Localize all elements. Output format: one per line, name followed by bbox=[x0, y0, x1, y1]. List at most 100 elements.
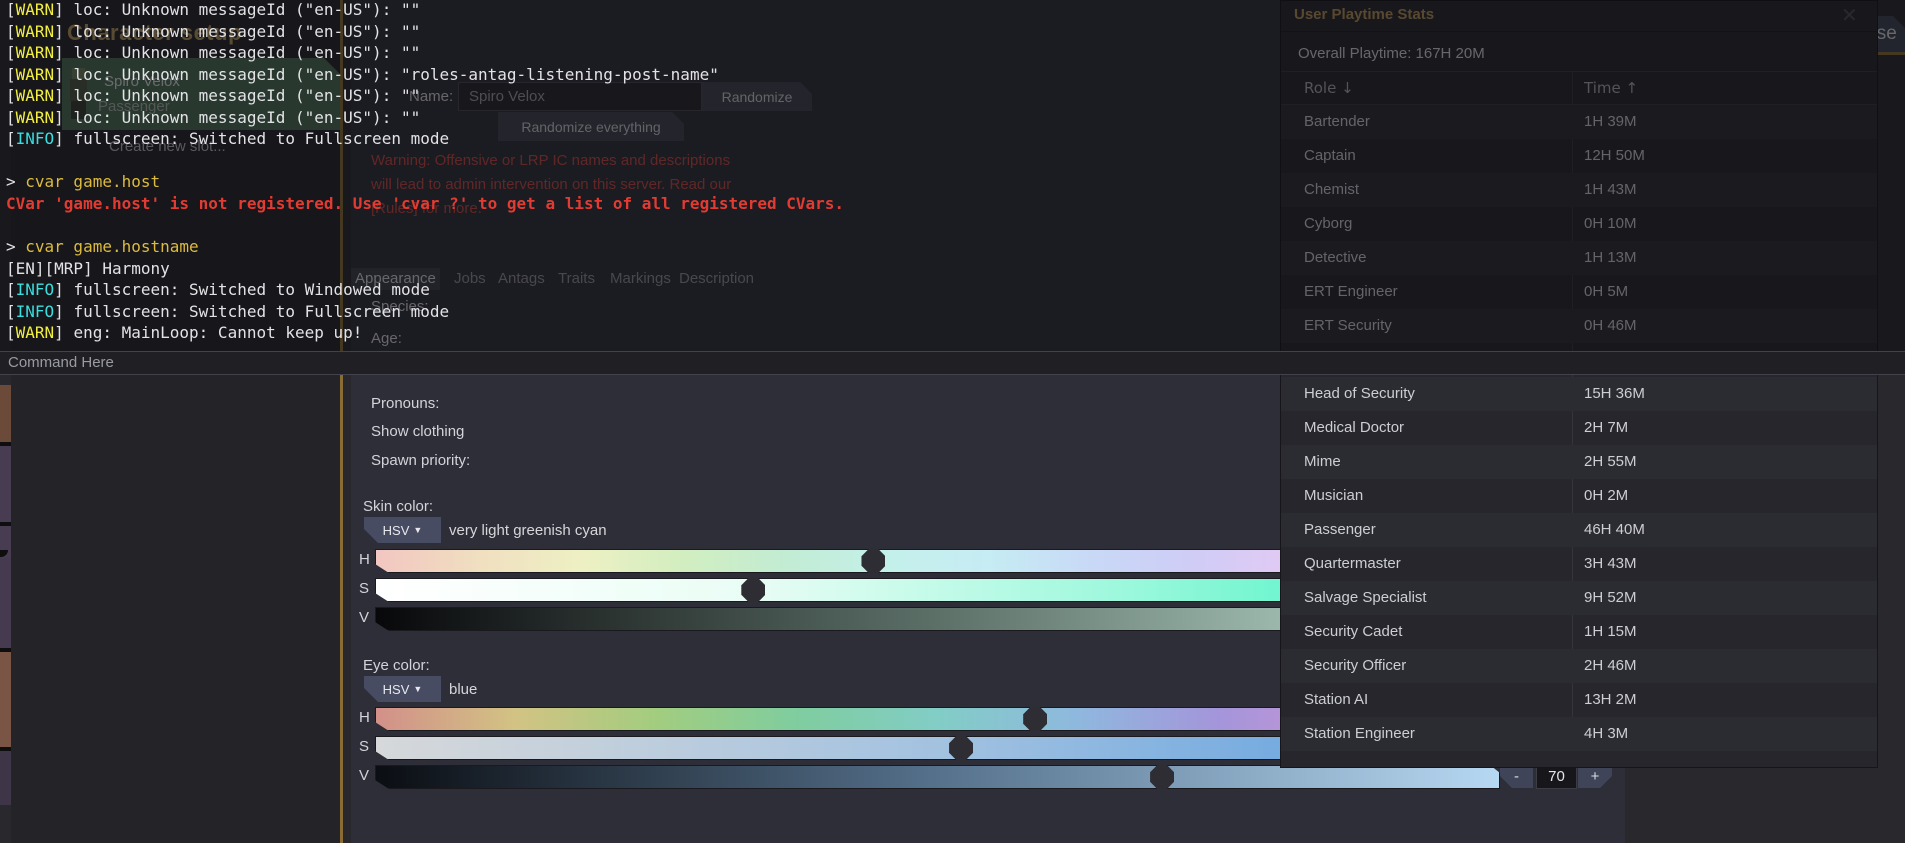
row-time: 15H 36M bbox=[1584, 385, 1645, 402]
eye_color-v-label: V bbox=[359, 767, 370, 784]
table-row: Mime 2H 55M bbox=[1281, 445, 1877, 479]
row-role: Security Cadet bbox=[1304, 623, 1403, 640]
skin_color-h-slider-handle[interactable] bbox=[861, 549, 885, 573]
c-bracket: ] bbox=[54, 86, 74, 105]
text: loc: Unknown messageId ("en-US"): "" bbox=[73, 21, 421, 41]
row-role: Salvage Specialist bbox=[1304, 589, 1427, 606]
row-time: 2H 46M bbox=[1584, 657, 1637, 674]
text: fullscreen: Switched to Fullscreen mode bbox=[73, 129, 450, 148]
console-log-line: [WARN] loc: Unknown messageId ("en-US"):… bbox=[6, 86, 420, 105]
text: loc: Unknown messageId ("en-US"): "" bbox=[73, 43, 421, 62]
c-bracket: [ bbox=[6, 129, 16, 148]
console-log-line: [INFO] fullscreen: Switched to Fullscree… bbox=[6, 129, 449, 148]
c-bracket: [ bbox=[6, 301, 16, 321]
c-info: INFO bbox=[15, 129, 55, 148]
row-time: 4H 3M bbox=[1584, 725, 1629, 742]
text: [EN][MRP] Harmony bbox=[6, 258, 170, 278]
eye-color-mode-dropdown[interactable]: HSV ▼ bbox=[364, 676, 441, 702]
c-warn: WARN bbox=[15, 64, 55, 84]
row-time: 0H 2M bbox=[1584, 487, 1629, 504]
skin_color-v-label: V bbox=[359, 609, 370, 626]
table-row: Medical Doctor 2H 7M bbox=[1281, 411, 1877, 445]
c-bracket: ] bbox=[54, 43, 74, 62]
table-row: Security Cadet 1H 15M bbox=[1281, 615, 1877, 649]
row-time: 13H 2M bbox=[1584, 691, 1637, 708]
eye_color-h-slider-handle[interactable] bbox=[1023, 707, 1047, 731]
row-time: 1H 15M bbox=[1584, 623, 1637, 640]
console-log-line: CVar 'game.host' is not registered. Use … bbox=[6, 194, 844, 213]
c-bracket: [ bbox=[6, 0, 16, 19]
eye_color-v-slider-handle[interactable] bbox=[1150, 765, 1174, 789]
row-time: 2H 55M bbox=[1584, 453, 1637, 470]
table-row: Station Engineer 4H 3M bbox=[1281, 717, 1877, 751]
c-bracket: > bbox=[6, 237, 26, 256]
eye-hsv-label: HSV bbox=[382, 681, 410, 697]
skin-color-label: Skin color: bbox=[363, 498, 434, 515]
table-row: Salvage Specialist 9H 52M bbox=[1281, 581, 1877, 615]
field-label-show-clothing: Show clothing bbox=[371, 423, 465, 440]
c-cmd: cvar game.hostname bbox=[25, 237, 199, 256]
row-role: Medical Doctor bbox=[1304, 419, 1405, 436]
console-log-line: [INFO] fullscreen: Switched to Fullscree… bbox=[6, 302, 449, 321]
console-log-line: [WARN] eng: MainLoop: Cannot keep up! bbox=[6, 323, 362, 342]
c-bracket: ] bbox=[54, 107, 74, 127]
text: loc: Unknown messageId ("en-US"): "" bbox=[73, 86, 421, 105]
table-row: Quartermaster 3H 43M bbox=[1281, 547, 1877, 581]
eye-color-name: blue bbox=[449, 681, 478, 698]
c-info: INFO bbox=[15, 280, 55, 299]
text: fullscreen: Switched to Fullscreen mode bbox=[73, 301, 450, 321]
console-log-line: [WARN] loc: Unknown messageId ("en-US"):… bbox=[6, 0, 420, 19]
text: loc: Unknown messageId ("en-US"): "" bbox=[73, 107, 421, 127]
row-role: Security Officer bbox=[1304, 657, 1407, 674]
c-warn: WARN bbox=[15, 43, 55, 62]
row-time: 2H 7M bbox=[1584, 419, 1629, 436]
c-err: CVar 'game.host' is not registered. Use … bbox=[6, 193, 845, 213]
character-preview-sprite bbox=[0, 385, 11, 805]
chevron-down-icon: ▼ bbox=[413, 684, 423, 694]
text: fullscreen: Switched to Windowed mode bbox=[73, 280, 430, 299]
console-log-line: [EN][MRP] Harmony bbox=[6, 259, 170, 278]
c-bracket: [ bbox=[6, 280, 16, 299]
row-time: 3H 43M bbox=[1584, 555, 1637, 572]
c-warn: WARN bbox=[15, 21, 55, 41]
eye_color-s-slider-handle[interactable] bbox=[949, 736, 973, 760]
skin_color-s-slider-handle[interactable] bbox=[741, 578, 765, 602]
eye_color-v-slider[interactable] bbox=[375, 765, 1500, 789]
c-bracket: ] bbox=[54, 21, 74, 41]
row-role: Mime bbox=[1304, 453, 1341, 470]
row-role: Passenger bbox=[1304, 521, 1376, 538]
value-increase-button[interactable]: + bbox=[1578, 765, 1612, 788]
field-label-pronouns: Pronouns: bbox=[371, 395, 440, 412]
panel-divider-line bbox=[340, 0, 343, 843]
row-time: 9H 52M bbox=[1584, 589, 1637, 606]
command-input-placeholder: Command Here bbox=[8, 354, 114, 371]
c-bracket: [ bbox=[6, 323, 16, 342]
c-warn: WARN bbox=[15, 86, 55, 105]
eye_color-s-label: S bbox=[359, 738, 370, 755]
text: loc: Unknown messageId ("en-US"): "roles… bbox=[73, 64, 719, 84]
skin_color-h-label: H bbox=[359, 551, 370, 568]
c-bracket: [ bbox=[6, 86, 16, 105]
value-spinbox[interactable]: 70 bbox=[1536, 764, 1577, 789]
text: eng: MainLoop: Cannot keep up! bbox=[73, 323, 363, 342]
table-row: Station AI 13H 2M bbox=[1281, 683, 1877, 717]
console-log-line: [WARN] loc: Unknown messageId ("en-US"):… bbox=[6, 108, 420, 127]
console-command-input[interactable]: Command Here bbox=[0, 351, 1905, 375]
table-row: Security Officer 2H 46M bbox=[1281, 649, 1877, 683]
c-warn: WARN bbox=[15, 107, 55, 127]
c-bracket: ] bbox=[54, 301, 74, 321]
skin-color-mode-dropdown[interactable]: HSV ▼ bbox=[364, 517, 441, 543]
table-row: Passenger 46H 40M bbox=[1281, 513, 1877, 547]
table-row: Head of Security 15H 36M bbox=[1281, 377, 1877, 411]
value-decrease-button[interactable]: - bbox=[1500, 765, 1533, 788]
debug-console-overlay: [WARN] loc: Unknown messageId ("en-US"):… bbox=[0, 0, 1905, 351]
c-bracket: [ bbox=[6, 64, 16, 84]
chevron-down-icon: ▼ bbox=[413, 525, 423, 535]
c-warn: WARN bbox=[15, 0, 55, 19]
console-log-line: [WARN] loc: Unknown messageId ("en-US"):… bbox=[6, 43, 420, 62]
row-role: Quartermaster bbox=[1304, 555, 1401, 572]
c-bracket: [ bbox=[6, 21, 16, 41]
row-role: Station AI bbox=[1304, 691, 1369, 708]
text: loc: Unknown messageId ("en-US"): "" bbox=[73, 0, 421, 19]
eye_color-h-label: H bbox=[359, 709, 370, 726]
